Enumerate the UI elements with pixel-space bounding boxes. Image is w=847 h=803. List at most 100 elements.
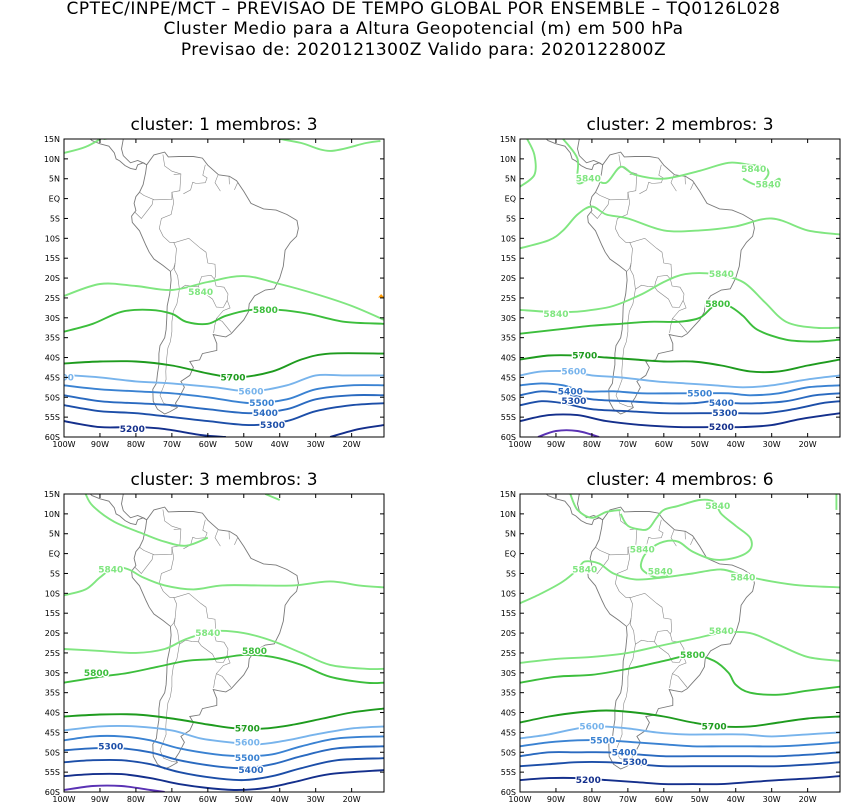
lat-tick-label: 60S — [45, 788, 60, 797]
lon-tick-label: 70W — [163, 795, 181, 803]
lon-tick-label: 20W — [343, 440, 361, 449]
lon-tick-label: 90W — [91, 440, 109, 449]
country-border — [139, 546, 173, 556]
lon-tick-label: 60W — [655, 795, 673, 803]
country-border — [134, 553, 154, 574]
country-border — [213, 673, 217, 688]
contour-line — [64, 784, 165, 792]
contour-line — [71, 373, 384, 393]
contour-label: 5800 — [253, 306, 278, 316]
contour-line — [520, 303, 840, 343]
lat-tick-label: 15S — [501, 609, 516, 618]
coastline — [545, 139, 603, 171]
contour-label: 00 — [61, 373, 74, 383]
lon-tick-label: 70W — [619, 795, 637, 803]
contour-label: 5300 — [623, 758, 648, 768]
contour-label: 5840 — [630, 546, 655, 556]
country-border — [669, 318, 673, 333]
lon-tick-label: 70W — [619, 440, 637, 449]
contour-label: 5200 — [709, 423, 734, 433]
lon-tick-label: 20W — [343, 795, 361, 803]
lat-tick-label: 40S — [501, 354, 516, 363]
lat-tick-label: 5S — [506, 214, 516, 223]
lat-tick-label: 15S — [45, 609, 60, 618]
lat-tick-label: 5S — [506, 569, 516, 578]
lon-tick-label: 100W — [508, 440, 531, 449]
contour-label: 5800 — [242, 647, 267, 657]
lat-tick-label: EQ — [49, 195, 60, 204]
country-border — [690, 536, 695, 546]
contour-label: 5840 — [195, 629, 220, 639]
lat-tick-label: 10N — [500, 510, 516, 519]
lat-tick-label: 35S — [501, 334, 516, 343]
coastline — [121, 494, 146, 520]
contour-label: 5700 — [235, 724, 260, 734]
lon-tick-label: 100W — [508, 795, 531, 803]
country-border — [626, 597, 633, 627]
contour-line — [64, 734, 384, 758]
coastline — [89, 139, 147, 171]
lat-tick-label: 25S — [501, 649, 516, 658]
lat-tick-label: 5N — [505, 175, 516, 184]
contour-line — [569, 494, 621, 519]
contour-line — [64, 745, 384, 770]
coastline — [577, 139, 602, 165]
lat-tick-label: 60S — [501, 788, 516, 797]
lon-tick-label: 80W — [127, 440, 145, 449]
contour-line — [264, 494, 281, 501]
contour-line — [520, 751, 840, 758]
lat-tick-label: 45S — [45, 373, 60, 382]
contour-label: 5600 — [235, 738, 260, 748]
contour-line — [520, 370, 840, 389]
map-frame — [63, 138, 385, 438]
contour-label: 5840 — [756, 181, 781, 191]
lat-tick-label: 15N — [44, 490, 60, 499]
panel-title: cluster: 4 membros: 6 — [586, 470, 773, 490]
contour-line — [520, 631, 840, 664]
contour-label: 5600 — [561, 367, 586, 377]
map-frame — [519, 138, 841, 438]
contour-label: 5500 — [590, 736, 615, 746]
contour-line — [520, 775, 840, 786]
contour-label: 5600 — [238, 387, 263, 397]
contour-label: 5300 — [260, 421, 285, 431]
lat-tick-label: 40S — [45, 709, 60, 718]
contour-line — [329, 424, 384, 437]
country-border — [614, 154, 688, 333]
lat-tick-label: 55S — [501, 768, 516, 777]
contour-line — [64, 275, 384, 321]
contour-line — [64, 629, 384, 671]
lat-tick-label: 15N — [44, 135, 60, 144]
contour-line — [64, 352, 384, 379]
country-border — [630, 262, 671, 290]
lat-tick-label: 5S — [50, 214, 60, 223]
contour-label: 5840 — [705, 502, 730, 512]
lat-tick-label: 30S — [501, 314, 516, 323]
country-border — [595, 546, 629, 556]
contour-line — [64, 402, 384, 427]
lon-tick-label: 40W — [727, 795, 745, 803]
lat-tick-label: 45S — [501, 728, 516, 737]
lat-tick-label: 20S — [45, 629, 60, 638]
contour-label: 5400 — [612, 748, 637, 758]
contour-label: 5400 — [238, 766, 263, 776]
coastline — [131, 151, 299, 415]
lat-tick-label: 55S — [45, 768, 60, 777]
lat-tick-label: 55S — [501, 413, 516, 422]
lon-tick-label: 30W — [763, 795, 781, 803]
lon-tick-label: 100W — [52, 440, 75, 449]
lat-tick-label: 45S — [501, 373, 516, 382]
lat-tick-label: 35S — [45, 689, 60, 698]
lat-tick-label: 30S — [45, 669, 60, 678]
contour-line — [520, 412, 840, 429]
lat-tick-label: 10N — [44, 510, 60, 519]
lat-tick-label: 20S — [501, 629, 516, 638]
coastline — [587, 151, 755, 415]
contour-line — [64, 308, 384, 333]
lon-tick-label: 20W — [799, 795, 817, 803]
map-area: 5840584058405840584058005700560054005300… — [520, 139, 840, 437]
contour-label: 5200 — [576, 776, 601, 786]
contour-label: 5400 — [253, 409, 278, 419]
lon-tick-label: 30W — [307, 795, 325, 803]
